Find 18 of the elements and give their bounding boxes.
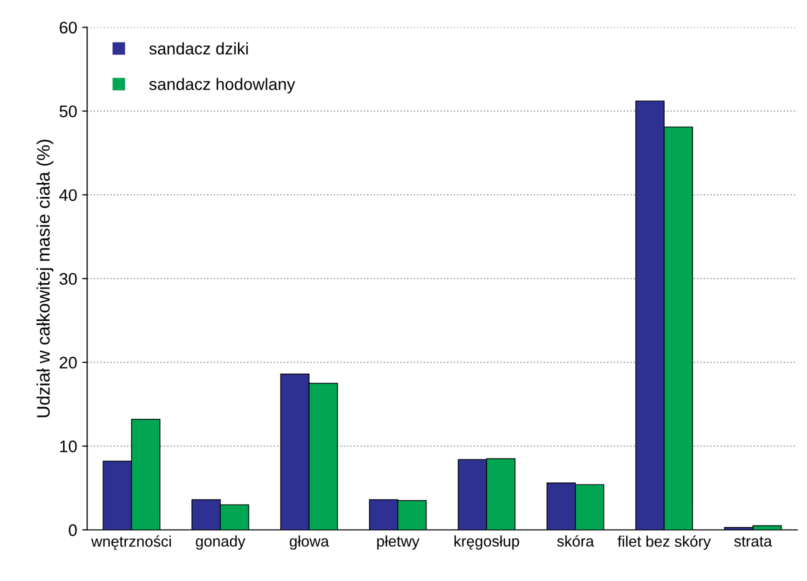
y-axis-title: Udział w całkowitej masie ciała (%) (36, 140, 54, 418)
y-tick-label: 30 (60, 272, 77, 285)
y-tick-label: 10 (60, 440, 77, 452)
x-tick-label: płetwy (377, 535, 420, 550)
x-tick-label: filet bez skóry (618, 535, 711, 550)
x-tick-label: strata (734, 536, 772, 547)
y-tick-label: 40 (59, 189, 77, 202)
y-tick-label: 60 (60, 22, 77, 34)
x-tick-label: wnętrzności (91, 535, 171, 550)
legend-label: sandacz hodowlany (149, 78, 296, 94)
x-tick-label: skóra (557, 535, 594, 547)
x-tick-label: gonady (196, 535, 246, 550)
x-tick-label: głowa (290, 535, 330, 550)
legend-label: sandacz dziki (149, 42, 248, 55)
y-tick-label: 50 (60, 105, 77, 118)
y-tick-label: 20 (60, 356, 77, 369)
x-tick-label: kręgosłup (454, 535, 520, 550)
y-tick-label: 0 (68, 524, 77, 536)
